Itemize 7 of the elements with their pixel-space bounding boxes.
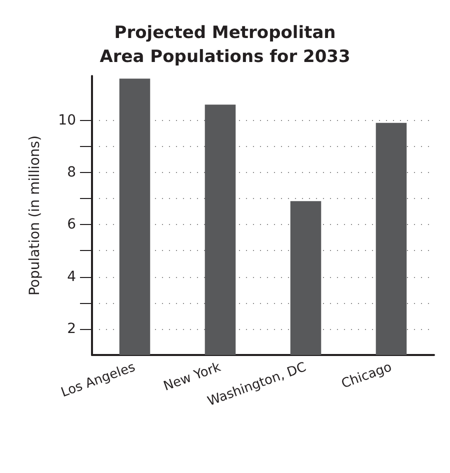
y-tick-label: 6 <box>67 216 76 233</box>
y-axis-title: Population (in millions) <box>27 135 43 296</box>
chart-title: Projected Metropolitan Area Populations for 2033 <box>100 23 350 67</box>
y-tick-label: 2 <box>67 320 76 337</box>
y-tick-label: 8 <box>67 164 76 180</box>
y-tick-label: 10 <box>58 112 76 128</box>
y-tick-label: 4 <box>67 268 76 285</box>
